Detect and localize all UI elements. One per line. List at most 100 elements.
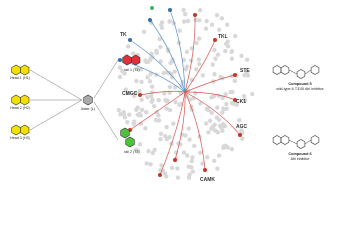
hit-node xyxy=(118,58,122,62)
head-label: Head 1 (H1) xyxy=(10,76,30,80)
group-label: CK1 xyxy=(236,99,246,105)
kinase-node xyxy=(123,87,129,92)
tail-label: tail 1 (T1) xyxy=(124,68,139,72)
ring xyxy=(122,54,132,66)
kinase-node xyxy=(157,36,162,42)
kinase-node xyxy=(158,131,164,136)
kinase-node xyxy=(189,77,195,83)
kinase-node xyxy=(212,158,217,164)
kinase-node xyxy=(200,161,205,166)
kinase-node xyxy=(151,104,157,109)
ring xyxy=(20,94,30,106)
branch xyxy=(184,74,236,93)
hit-node xyxy=(168,8,172,12)
kinase-node xyxy=(197,7,203,13)
compound-desc: wild-type & T315I Abl inhibitor xyxy=(276,87,324,91)
kinase-node xyxy=(149,84,155,89)
kinase-node xyxy=(229,56,235,61)
ring xyxy=(272,135,282,145)
kinase-node xyxy=(184,49,190,55)
kinase-node xyxy=(213,56,218,61)
kinase-node xyxy=(218,74,223,80)
hit-node xyxy=(193,13,197,17)
group-label: CAMK xyxy=(200,177,215,183)
hit-node xyxy=(233,98,237,102)
kinase-node xyxy=(232,101,238,107)
kinase-node xyxy=(221,106,226,111)
kinase-node xyxy=(239,128,244,133)
kinase-node xyxy=(144,109,149,115)
structures xyxy=(11,54,320,149)
kinome-tree xyxy=(116,6,255,180)
kinase-node xyxy=(189,158,194,164)
ring xyxy=(310,65,320,75)
kinase-node xyxy=(181,150,187,155)
kinase-node xyxy=(244,57,250,62)
kinase-node xyxy=(149,90,155,95)
kinase-node xyxy=(143,58,148,63)
kinase-node xyxy=(197,18,202,23)
kinase-node xyxy=(147,79,153,84)
bond xyxy=(288,69,298,75)
branch xyxy=(139,90,186,96)
kinase-node xyxy=(242,73,247,78)
kinase-node xyxy=(117,65,123,70)
kinase-node xyxy=(117,74,123,80)
bond xyxy=(304,69,312,75)
kinase-node xyxy=(241,93,247,99)
kinase-node xyxy=(135,148,141,153)
branch xyxy=(184,91,241,136)
branch xyxy=(184,39,216,93)
kinase-node xyxy=(209,110,214,115)
kinase-node xyxy=(181,57,187,63)
kinase-node xyxy=(178,91,184,96)
kinase-node xyxy=(175,175,181,180)
branch xyxy=(129,91,186,131)
kinase-node xyxy=(214,12,220,18)
kinase-node xyxy=(210,62,215,67)
hit-node xyxy=(138,93,142,97)
kinase-node xyxy=(212,47,217,53)
kinase-node xyxy=(228,89,233,95)
kinase-node xyxy=(162,91,167,96)
kinase-node xyxy=(232,33,238,39)
kinase-node xyxy=(216,27,222,33)
kinase-node xyxy=(167,19,172,24)
tail-label: tail 2 (T2) xyxy=(124,150,139,154)
branch xyxy=(184,14,196,93)
kinase-node xyxy=(150,150,156,156)
kinase-node xyxy=(154,48,159,53)
kinase-node xyxy=(212,122,217,127)
kinase-node xyxy=(219,16,225,21)
kinase-node xyxy=(198,150,203,156)
kinase-node xyxy=(220,95,225,101)
ring xyxy=(280,135,290,145)
kinase-node xyxy=(175,166,180,171)
ring xyxy=(310,135,320,145)
bond xyxy=(29,99,83,131)
kinase-node xyxy=(164,106,169,111)
group-label: STE xyxy=(240,68,250,74)
ring xyxy=(120,127,130,139)
kinase-node xyxy=(172,69,177,74)
kinase-node xyxy=(211,94,217,99)
ring xyxy=(83,94,93,106)
kinase-node xyxy=(158,44,163,50)
kinase-node xyxy=(206,130,211,135)
kinase-node xyxy=(120,69,125,74)
bond xyxy=(93,101,119,141)
kinase-node xyxy=(134,66,140,72)
kinase-node xyxy=(133,91,138,96)
kinase-node xyxy=(213,128,218,133)
kinase-node xyxy=(229,49,235,54)
ring xyxy=(20,124,30,136)
compound-name: Compound 5 xyxy=(288,82,311,86)
kinase-node xyxy=(134,78,139,84)
hit-node xyxy=(158,173,162,177)
kinase-node xyxy=(196,57,202,62)
kinase-node xyxy=(205,106,210,111)
kinase-node xyxy=(209,126,214,131)
kinase-node xyxy=(207,118,213,124)
kinase-node xyxy=(156,97,162,103)
group-label: CMGC xyxy=(122,91,138,97)
